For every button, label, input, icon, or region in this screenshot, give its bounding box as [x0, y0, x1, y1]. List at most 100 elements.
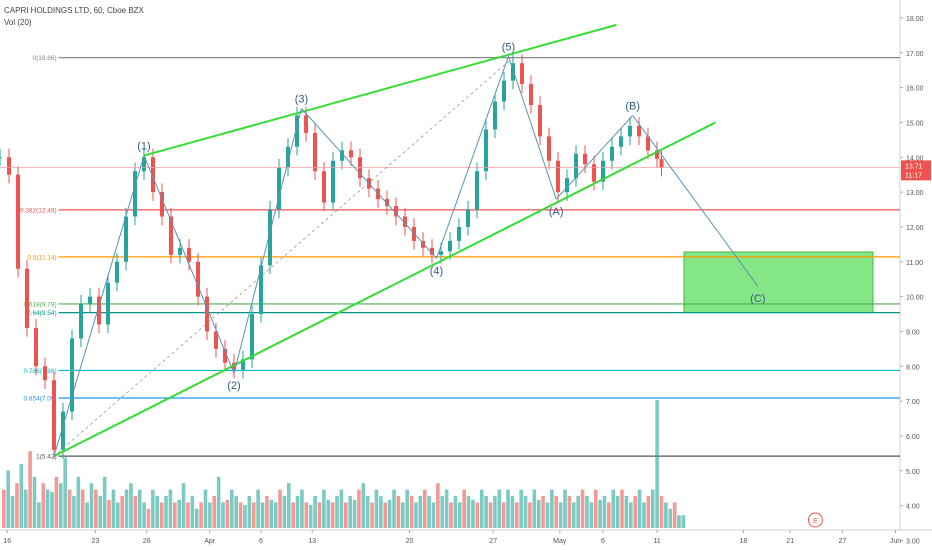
volume-bar	[133, 496, 138, 528]
volume-bar	[300, 489, 304, 528]
x-tick-label: May	[553, 538, 567, 545]
y-tick-label: 8.00	[906, 364, 920, 371]
volume-bar	[37, 502, 41, 528]
x-tick-label: Jun	[890, 538, 901, 545]
volume-bar	[374, 489, 379, 528]
volume-bar	[607, 502, 611, 528]
candle-body	[223, 348, 227, 363]
volume-bar	[317, 502, 322, 528]
candle-body	[52, 380, 56, 450]
wave-line	[301, 108, 437, 259]
volume-bar	[111, 489, 116, 528]
volume-bar	[326, 499, 331, 528]
wave-line	[143, 155, 235, 374]
volume-bar	[344, 502, 348, 528]
volume-bar	[273, 502, 278, 528]
candle-body	[241, 359, 245, 370]
volume-bar	[216, 476, 221, 528]
volume-bar	[681, 515, 686, 528]
candle-body	[655, 150, 659, 160]
volume-bar	[54, 476, 59, 528]
volume-bar	[98, 496, 103, 528]
volume-bar	[15, 483, 19, 528]
candle-body	[619, 136, 623, 147]
volume-bar	[89, 483, 94, 528]
volume-bar	[519, 489, 523, 528]
volume-bar	[396, 496, 401, 528]
wave-line	[53, 155, 145, 457]
candle-body	[151, 157, 155, 193]
candle-body	[313, 132, 317, 172]
volume-bar	[2, 489, 6, 528]
candle-body	[160, 192, 164, 217]
x-tick-label: 21	[786, 538, 794, 545]
y-tick-label: 16.00	[906, 86, 924, 93]
candle-body	[304, 115, 308, 133]
volume-bar	[116, 502, 120, 528]
wave-label: (A)	[549, 206, 564, 218]
volume-bar	[260, 502, 265, 528]
volume-bar	[10, 496, 15, 528]
price-badge	[901, 160, 931, 181]
volume-bar	[598, 499, 602, 528]
fib-level-label: 0.5(11.14)	[28, 254, 57, 261]
y-tick-label: 6.00	[906, 434, 920, 441]
volume-bar	[194, 508, 199, 528]
x-tick-label: 20	[406, 538, 414, 545]
candle-body	[268, 209, 272, 266]
fib-level-label: 0.382(12.49)	[20, 207, 57, 214]
volume-bar	[633, 496, 637, 528]
fib-level-label: 0.786(7.88)	[23, 368, 56, 375]
candle-body	[142, 157, 146, 172]
candle-body	[349, 150, 353, 158]
volume-bar	[361, 483, 366, 528]
wave-line	[508, 56, 557, 200]
volume-bar	[173, 502, 177, 528]
candle-body	[277, 167, 281, 210]
candle-body	[439, 251, 443, 255]
y-tick-label: 11.00	[906, 260, 923, 267]
fib-anchor-line	[53, 57, 514, 457]
volume-bar	[453, 496, 458, 528]
volume-bar	[475, 502, 480, 528]
candle-body	[646, 136, 650, 151]
volume-bar	[238, 502, 243, 528]
volume-bar	[554, 496, 559, 528]
volume-bar	[672, 502, 677, 528]
channel-upper-line	[143, 23, 617, 157]
volume-bar	[45, 489, 50, 528]
x-tick-label: 13	[308, 538, 316, 545]
volume-bar	[624, 496, 629, 528]
volume-bar	[181, 483, 186, 528]
volume-bar	[282, 496, 287, 528]
candle-body	[340, 150, 344, 161]
candle-body	[97, 296, 101, 325]
candle-body	[196, 261, 200, 297]
candle-body	[34, 327, 38, 367]
candle-body	[637, 125, 641, 137]
candle-body	[394, 206, 398, 217]
candle-body	[79, 303, 83, 339]
channel-lower-line	[53, 121, 716, 458]
volume-bar	[234, 496, 238, 528]
volume-bar	[436, 483, 440, 528]
volume-bar	[107, 499, 111, 528]
volume-bar	[76, 476, 81, 528]
candle-body	[178, 247, 182, 255]
candle-body	[250, 314, 254, 360]
volume-bar	[256, 489, 260, 528]
volume-bar	[287, 483, 291, 528]
volume-bar	[414, 502, 418, 528]
wave-line	[555, 115, 634, 200]
volume-bar	[308, 504, 313, 528]
volume-bar	[501, 502, 506, 528]
volume-indicator-label: Vol (20)	[4, 18, 32, 27]
volume-bar	[484, 496, 488, 528]
candle-body	[403, 216, 407, 227]
volume-bar	[94, 489, 98, 528]
candle-body	[61, 411, 65, 450]
candle-body	[385, 199, 389, 207]
volume-bar	[203, 489, 208, 528]
volume-bar	[541, 496, 545, 528]
